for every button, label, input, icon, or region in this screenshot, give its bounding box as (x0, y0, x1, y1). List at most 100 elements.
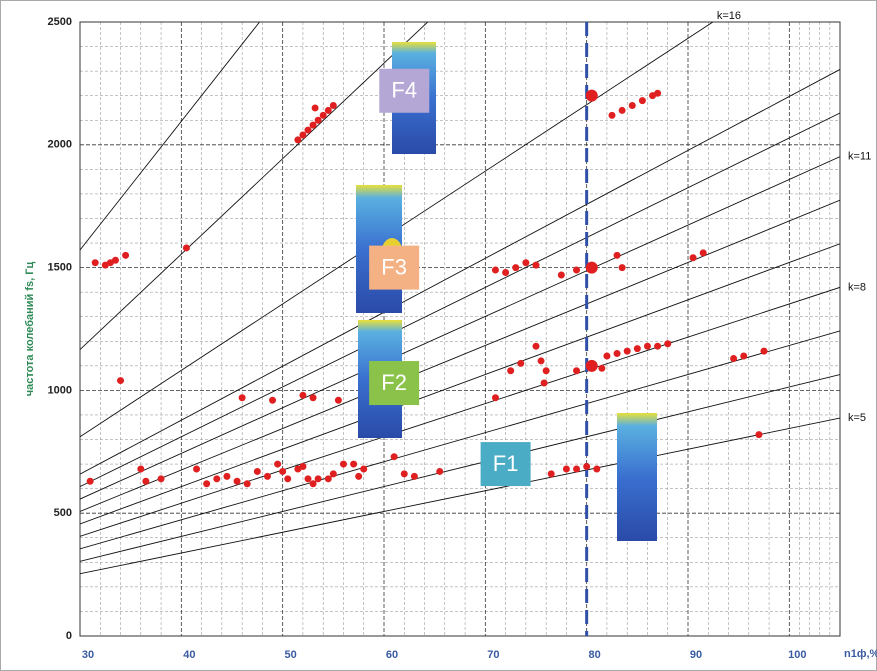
data-point (618, 264, 626, 272)
x-tick-label: 60 (386, 649, 398, 661)
data-point (608, 111, 616, 119)
y-tick-label: 1000 (48, 384, 72, 396)
data-point (532, 342, 540, 350)
data-point (111, 256, 119, 264)
data-point (517, 359, 525, 367)
label-box (369, 361, 420, 406)
data-point (573, 266, 581, 274)
data-point (304, 126, 312, 134)
order-line (80, 374, 840, 562)
data-point (274, 460, 282, 468)
data-point (350, 460, 358, 468)
data-point (304, 475, 312, 483)
mode-label: F1 (493, 451, 519, 476)
label-box (480, 442, 531, 487)
y-tick-label: 2500 (48, 16, 72, 28)
data-point (311, 104, 319, 112)
x-axis-label: n1ф,% (844, 648, 877, 660)
order-line (80, 330, 840, 550)
data-point (329, 102, 337, 110)
data-point (532, 261, 540, 269)
data-point (613, 350, 621, 358)
data-point (755, 431, 763, 439)
order-line (80, 156, 840, 500)
data-point (324, 475, 332, 483)
order-lines (80, 22, 840, 575)
data-point (585, 359, 598, 372)
data-point (491, 394, 499, 402)
data-point (603, 352, 611, 360)
data-point (279, 467, 287, 475)
data-point (537, 357, 545, 365)
y-tick-label: 0 (66, 630, 72, 642)
y-tick-label: 500 (54, 507, 72, 519)
data-point (502, 269, 510, 277)
data-point (730, 354, 738, 362)
data-point (142, 477, 150, 485)
x-tick-label: 100 (788, 649, 806, 661)
data-point (314, 475, 322, 483)
data-point (740, 352, 748, 360)
data-point (613, 251, 621, 259)
order-line (80, 243, 840, 525)
data-point (334, 396, 342, 404)
data-point (314, 116, 322, 124)
order-line (80, 22, 714, 438)
data-point (182, 244, 190, 252)
data-point (638, 97, 646, 105)
x-tick-label: 90 (690, 649, 702, 661)
data-point (507, 367, 515, 375)
data-point (284, 475, 292, 483)
data-point (137, 465, 145, 473)
data-point (585, 261, 598, 274)
order-line (80, 286, 840, 537)
data-point (593, 465, 601, 473)
order-label: k=11 (848, 151, 871, 163)
data-point (360, 465, 368, 473)
data-point (122, 251, 130, 259)
data-point (355, 472, 363, 480)
data-point (263, 472, 271, 480)
data-point (562, 465, 570, 473)
order-label: k=8 (848, 281, 866, 293)
data-point (522, 259, 530, 267)
data-point (299, 131, 307, 139)
data-point (623, 347, 631, 355)
data-point (633, 345, 641, 353)
data-point (86, 477, 94, 485)
data-point (193, 465, 201, 473)
data-point (760, 347, 768, 355)
y-tick-label: 2000 (48, 139, 72, 151)
order-label: k=16 (717, 10, 741, 22)
y-axis-label: частота колебаний fs, Гц (24, 262, 36, 397)
data-point (233, 477, 241, 485)
label-box (379, 68, 430, 113)
data-point (654, 89, 662, 97)
data-point (542, 367, 550, 375)
data-point (324, 106, 332, 114)
plot-border (79, 21, 841, 637)
data-point (400, 470, 408, 478)
data-point (309, 394, 317, 402)
data-point (329, 470, 337, 478)
data-point (643, 342, 651, 350)
data-point (294, 136, 302, 144)
order-line (80, 199, 840, 512)
order-line (80, 417, 840, 575)
data-point (557, 271, 565, 279)
order-line (80, 22, 261, 251)
data-point (664, 340, 672, 348)
data-point (213, 475, 221, 483)
order-line (80, 112, 840, 487)
order-line (80, 69, 840, 475)
mode-label: F4 (391, 78, 417, 103)
data-point (203, 480, 211, 488)
data-point (628, 102, 636, 110)
data-point (618, 106, 626, 114)
data-point (390, 453, 398, 461)
data-point (598, 364, 606, 372)
order-label: k=5 (848, 412, 866, 424)
mode-label: F2 (381, 370, 407, 395)
